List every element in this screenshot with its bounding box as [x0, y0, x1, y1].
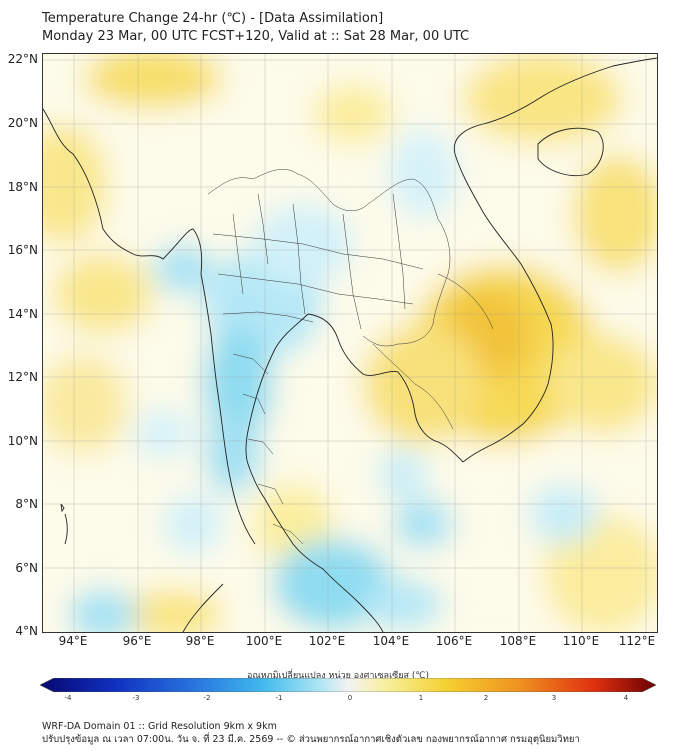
lat-label-8: 8°N	[15, 497, 38, 511]
title-line-2: Monday 23 Mar, 00 UTC FCST+120, Valid at…	[42, 29, 470, 44]
lat-label-22: 22°N	[7, 52, 38, 66]
footer-line-2: ปรับปรุงข้อมูล ณ เวลา 07:00น. วัน จ. ที่…	[42, 734, 580, 745]
lat-label-12: 12°N	[7, 370, 38, 384]
coastlines	[43, 57, 657, 632]
lat-label-10: 10°N	[7, 434, 38, 448]
colorbar	[40, 678, 656, 692]
cb-tick--2: -2	[203, 694, 211, 702]
cb-tick-2: 2	[483, 694, 489, 702]
cb-tick-4: 4	[623, 694, 629, 702]
lon-label-104: 104°E	[372, 634, 410, 648]
cb-tick-0: 0	[347, 694, 353, 702]
cb-tick-1: 1	[418, 694, 424, 702]
lat-label-16: 16°N	[7, 243, 38, 257]
temperature-field	[43, 54, 657, 632]
lon-label-106: 106°E	[435, 634, 473, 648]
cb-tick--4: -4	[64, 694, 72, 702]
colorbar-title: อุณหภูมิเปลี่ยนแปลง หน่วย องศาเซลเซียส (…	[246, 671, 430, 681]
map-panel	[42, 53, 658, 633]
cb-tick--3: -3	[132, 694, 140, 702]
footer-line-1: WRF-DA Domain 01 :: Grid Resolution 9km …	[42, 721, 277, 732]
title-line-1: Temperature Change 24-hr (℃) - [Data Ass…	[42, 11, 384, 26]
lon-label-96: 96°E	[122, 634, 152, 648]
cb-tick--1: -1	[275, 694, 283, 702]
admin-borders	[207, 169, 494, 545]
chart-title: Temperature Change 24-hr (℃) - [Data Ass…	[42, 10, 469, 46]
lat-label-18: 18°N	[7, 180, 38, 194]
lat-label-20: 20°N	[7, 116, 38, 130]
cb-tick-3: 3	[551, 694, 557, 702]
lon-label-110: 110°E	[562, 634, 600, 648]
lon-label-94: 94°E	[58, 634, 88, 648]
lon-label-98: 98°E	[185, 634, 215, 648]
lon-label-108: 108°E	[499, 634, 537, 648]
lon-label-100: 100°E	[245, 634, 283, 648]
footer: WRF-DA Domain 01 :: Grid Resolution 9km …	[42, 720, 580, 746]
graticule	[43, 54, 657, 632]
map-svg	[43, 54, 657, 632]
lon-label-112: 112°E	[618, 634, 656, 648]
lat-label-6: 6°N	[15, 561, 38, 575]
colorbar-gradient	[40, 678, 656, 692]
lon-label-102: 102°E	[308, 634, 346, 648]
lat-label-14: 14°N	[7, 307, 38, 321]
lat-label-4: 4°N	[15, 624, 38, 638]
